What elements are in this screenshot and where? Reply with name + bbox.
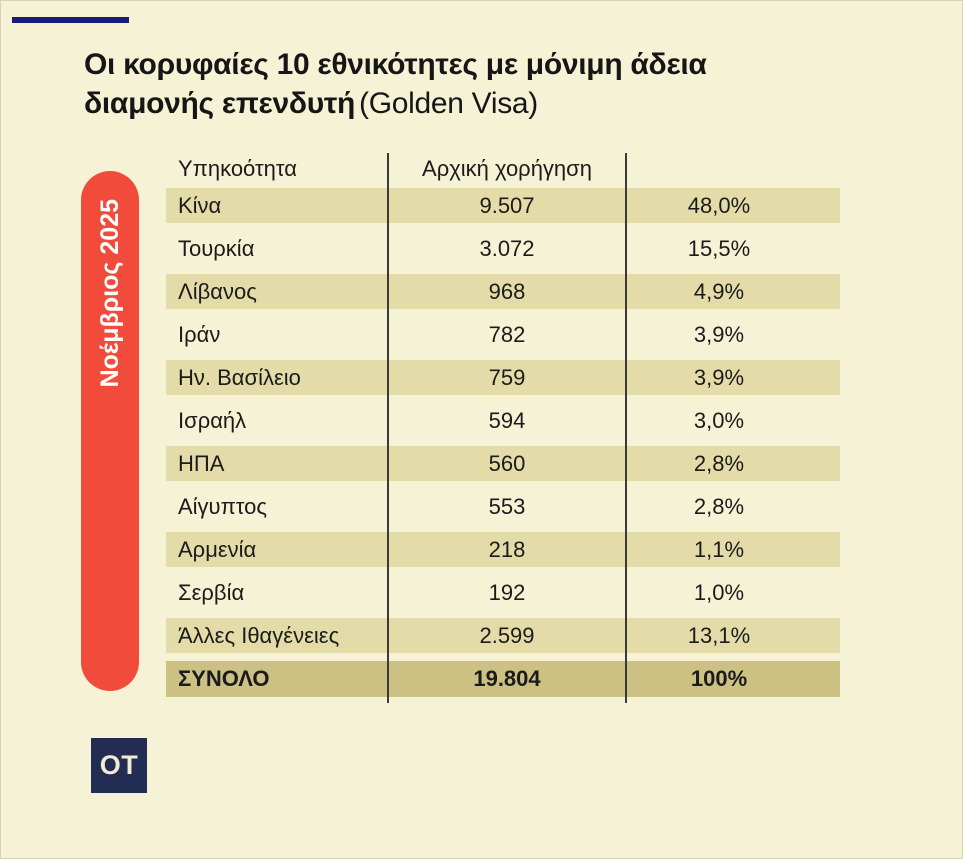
period-badge: Νοέμβριος 2025 [81,171,139,691]
cell-country: Τουρκία [178,235,255,261]
cell-share: 1,0% [693,579,745,605]
table-row: ΗΠΑ 560 2,8% [166,446,840,481]
page-title-suffix: (Golden Visa) [359,87,538,120]
cell-value: 594 [488,407,526,433]
table-row: Ιράν 782 3,9% [166,317,840,352]
cell-value: 560 [488,450,526,476]
table-row: Αίγυπτος 553 2,8% [166,489,840,524]
cell-country: Ιράν [178,321,221,347]
cell-value: 192 [488,579,526,605]
cell-country: Λίβανος [178,278,257,304]
total-label: ΣΥΝΟΛΟ [178,666,270,691]
cell-share: 3,9% [693,321,745,347]
cell-value: 2.599 [479,622,535,648]
cell-share: 2,8% [693,450,745,476]
page-title-line2: διαμονής επενδυτή (Golden Visa) [84,87,538,120]
column-header-nationality: Υπηκοότητα [178,155,298,181]
cell-country: Ισραήλ [178,407,247,433]
cell-value: 3.072 [479,235,535,261]
table-body: Κίνα 9.507 48,0% Τουρκία 3.072 15,5% Λίβ… [166,188,840,705]
cell-value: 9.507 [479,192,535,218]
column-header-initial-grants: Αρχική χορήγηση [422,155,592,181]
cell-country: Ην. Βασίλειο [178,364,301,390]
cell-share: 13,1% [687,622,751,648]
total-share: 100% [690,666,748,691]
table-row: Σερβία 192 1,0% [166,575,840,610]
total-value: 19.804 [473,666,541,691]
cell-value: 782 [488,321,526,347]
ot-logo: OT [91,738,147,793]
cell-country: Άλλες Ιθαγένειες [178,622,340,648]
table-total-row: ΣΥΝΟΛΟ 19.804 100% [166,661,840,697]
table-row: Άλλες Ιθαγένειες 2.599 13,1% [166,618,840,653]
cell-value: 218 [488,536,526,562]
cell-country: Αίγυπτος [178,493,267,519]
column-divider-2 [625,153,627,703]
page-title-line1: Οι κορυφαίες 10 εθνικότητες με μόνιμη άδ… [84,48,707,81]
table-header-row: Υπηκοότητα Αρχική χορήγηση [166,151,840,186]
cell-country: Αρμενία [178,536,257,562]
cell-country: ΗΠΑ [178,450,225,476]
cell-share: 48,0% [687,192,751,218]
cell-value: 968 [488,278,526,304]
cell-share: 1,1% [693,536,745,562]
cell-country: Σερβία [178,579,245,605]
cell-country: Κίνα [178,192,222,218]
cell-value: 553 [488,493,526,519]
page-title: Οι κορυφαίες 10 εθνικότητες με μόνιμη άδ… [84,45,707,123]
table-row: Τουρκία 3.072 15,5% [166,231,840,266]
period-badge-label: Νοέμβριος 2025 [95,199,124,388]
brand-accent-bar [12,17,129,23]
cell-share: 2,8% [693,493,745,519]
column-divider-1 [387,153,389,703]
cell-share: 3,9% [693,364,745,390]
cell-value: 759 [488,364,526,390]
table-row: Ισραήλ 594 3,0% [166,403,840,438]
table-row: Ην. Βασίλειο 759 3,9% [166,360,840,395]
table-row: Κίνα 9.507 48,0% [166,188,840,223]
table-row: Αρμενία 218 1,1% [166,532,840,567]
table-row: Λίβανος 968 4,9% [166,274,840,309]
cell-share: 4,9% [693,278,745,304]
cell-share: 3,0% [693,407,745,433]
cell-share: 15,5% [687,235,751,261]
